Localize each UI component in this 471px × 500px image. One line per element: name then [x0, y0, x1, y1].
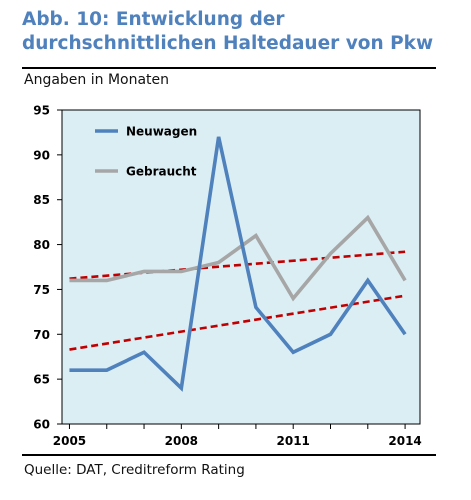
source-note: Quelle: DAT, Creditreform Rating [24, 462, 245, 478]
x-tick-label: 2014 [388, 434, 421, 448]
y-tick-label: 90 [33, 148, 50, 162]
top-rule [22, 67, 436, 69]
legend-label-gebraucht: Gebraucht [126, 165, 197, 179]
bottom-rule [22, 454, 436, 456]
y-tick-label: 85 [33, 193, 50, 207]
chart-subtitle: Angaben in Monaten [24, 72, 170, 88]
x-tick-label: 2005 [53, 434, 86, 448]
y-tick-label: 70 [33, 328, 50, 342]
chart-title: Abb. 10: Entwicklung der durchschnittlic… [22, 9, 434, 54]
series-lines [69, 136, 407, 392]
x-tick-label: 2008 [165, 434, 198, 448]
y-tick-label: 80 [33, 238, 50, 252]
series-line-gebraucht [69, 214, 407, 302]
trendline-neuwagen [69, 294, 406, 351]
y-tick-label: 60 [33, 418, 50, 432]
legend-label-neuwagen: Neuwagen [126, 125, 197, 139]
y-tick-label: 75 [33, 283, 50, 297]
legend: Neuwagen Gebraucht [95, 125, 197, 179]
x-tick-label: 2011 [277, 434, 310, 448]
plot-area [61, 109, 421, 425]
y-tick-label: 95 [33, 104, 50, 118]
series-line-neuwagen [69, 136, 407, 392]
y-axis: 60 65 70 75 80 85 90 95 [33, 104, 62, 432]
x-axis: 2005 2008 2011 2014 [53, 424, 422, 448]
y-tick-label: 65 [33, 373, 50, 387]
